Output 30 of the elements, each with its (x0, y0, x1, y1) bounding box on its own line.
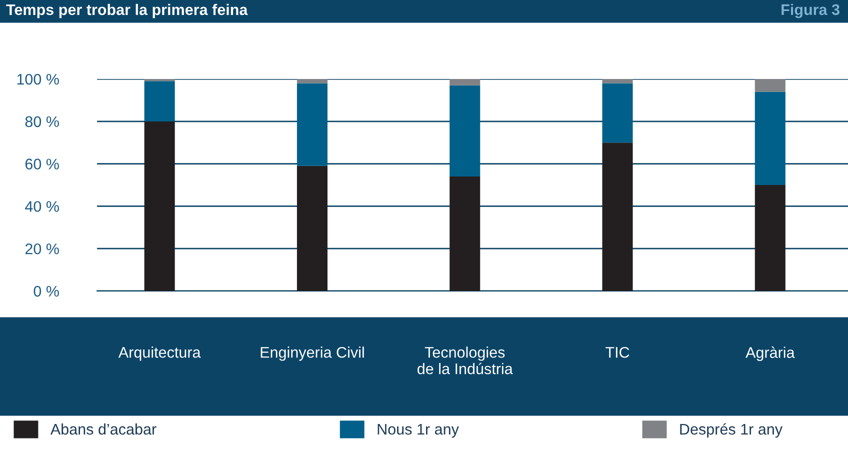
x-tick-label: Arquitectura (118, 346, 201, 361)
bar (450, 85, 480, 177)
y-tick-label: 0 % (34, 286, 59, 297)
bar (450, 79, 480, 86)
chart-title: Temps per trobar la primera feina (6, 4, 248, 18)
x-tick-label: TIC (606, 346, 630, 358)
legend-label: Després 1r any (680, 423, 783, 438)
x-tick-label: Enginyeria Civil (260, 346, 364, 361)
bar (296, 79, 328, 84)
legend-label: Nous 1r any (378, 424, 459, 438)
y-tick-label: 40 % (25, 201, 59, 212)
bar (602, 79, 633, 84)
y-tick-label: 80 % (25, 116, 59, 128)
bar (602, 142, 633, 291)
y-tick-label: 100 % (17, 74, 59, 85)
x-tick-label: Agrària (746, 346, 795, 361)
bar (754, 185, 786, 291)
bar (296, 83, 328, 166)
y-tick-label: 60 % (25, 158, 59, 170)
bar (450, 176, 480, 291)
bar (144, 121, 175, 291)
x-tick-label: Tecnologies de la Indústria (418, 346, 513, 374)
legend-label: Abans d’acabar (50, 423, 156, 435)
bar (296, 166, 328, 291)
bar (754, 92, 786, 185)
text: Figura 3 (782, 4, 840, 18)
bar (754, 79, 786, 92)
y-tick-label: 20 % (25, 243, 59, 254)
bar (144, 81, 175, 122)
bar (602, 83, 633, 143)
